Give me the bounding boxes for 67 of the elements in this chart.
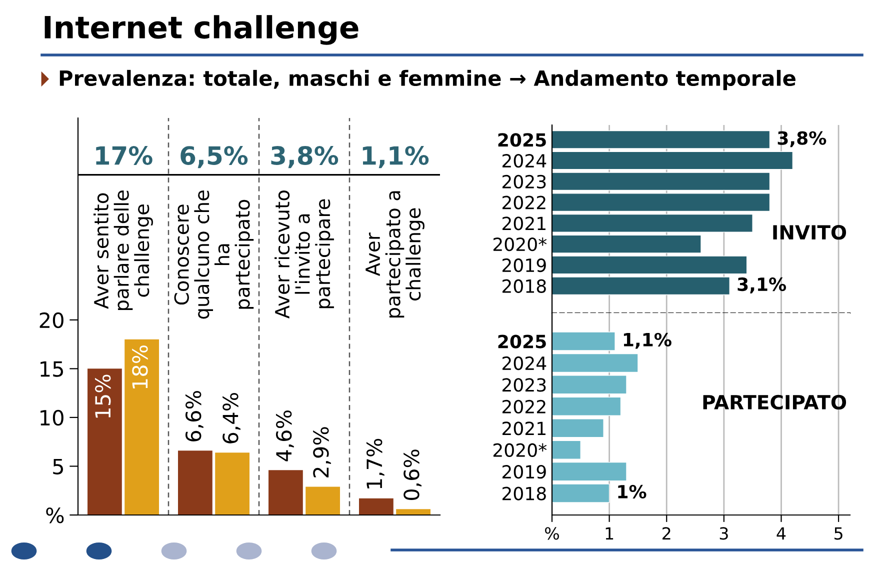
bar xyxy=(268,470,303,515)
bar xyxy=(396,509,430,515)
bar xyxy=(552,276,730,296)
x-tick-label: % xyxy=(545,527,559,540)
x-tick-label: Conoscere qualcuno che ha partecipato xyxy=(174,190,254,319)
bar xyxy=(306,486,340,515)
x-tick-label: Aver ricevuto l'invito a partecipare xyxy=(274,190,334,319)
data-label: 1,1% xyxy=(624,332,672,349)
y-tick-label: 2025 xyxy=(498,334,546,348)
y-tick-label: 2023 xyxy=(502,174,546,189)
bar xyxy=(552,214,753,232)
data-label: 2,9% xyxy=(313,427,331,478)
data-label: 3,1% xyxy=(738,277,786,294)
bar xyxy=(552,130,770,149)
bar xyxy=(88,368,122,515)
annotation: 17% xyxy=(96,146,152,165)
bar xyxy=(215,452,250,515)
x-tick-label: Aver partecipato a challenge xyxy=(366,191,424,318)
data-label: 6,6% xyxy=(185,391,204,442)
y-tick-label: 2022 xyxy=(502,196,546,210)
text: INVITO xyxy=(773,224,846,240)
bar xyxy=(552,234,702,254)
x-tick-label: 4 xyxy=(776,527,786,540)
y-tick-label: 2019 xyxy=(502,258,546,272)
data-label: 15% xyxy=(94,374,111,418)
x-tick-label: Aver sentito parlare delle challenge xyxy=(94,190,153,310)
data-label: 0,6% xyxy=(404,450,422,500)
y-tick-label: 5 xyxy=(53,458,63,474)
annotation: 6,5% xyxy=(180,146,248,168)
bar xyxy=(178,450,212,515)
bar xyxy=(552,256,748,274)
x-tick-label: 2 xyxy=(662,527,670,540)
y-tick-label: 2024 xyxy=(502,356,546,370)
y-tick-label: 2020* xyxy=(493,238,547,252)
chart-title: Internet challenge xyxy=(44,15,358,45)
y-tick-label: 2020* xyxy=(493,443,547,457)
y-tick-label: 2018 xyxy=(502,486,546,500)
annotation: 3,8% xyxy=(271,146,338,168)
y-tick-label: 15 xyxy=(40,361,63,377)
data-label: 3,8% xyxy=(778,131,826,148)
y-tick-label: 10 xyxy=(40,410,64,426)
y-tick-label: 2022 xyxy=(502,400,546,414)
chart-subtitle: Prevalenza: totale, maschi e femmine → Andamento temporale xyxy=(60,70,796,90)
y-tick-label: 2021 xyxy=(502,216,546,230)
bar xyxy=(552,172,770,191)
y-tick-label: 2023 xyxy=(502,378,546,392)
bar xyxy=(359,498,394,515)
data-label: 6,4% xyxy=(222,392,240,444)
text: PARTECIPATO xyxy=(703,394,846,410)
bar xyxy=(552,151,794,170)
x-tick-label: 3 xyxy=(720,527,728,540)
y-tick-label: 20 xyxy=(40,312,64,328)
x-tick-label: 1 xyxy=(606,527,614,540)
data-label: 1% xyxy=(618,484,646,499)
y-tick-label: 2018 xyxy=(502,279,546,293)
y-tick-label: 2024 xyxy=(502,154,546,168)
y-tick-label: 2019 xyxy=(502,465,546,479)
bar xyxy=(552,193,770,212)
data-label: 18% xyxy=(132,345,148,388)
bar xyxy=(124,339,159,515)
x-tick-label: 5 xyxy=(834,527,842,540)
y-tick-label: 2021 xyxy=(502,422,546,436)
annotation: 1,1% xyxy=(362,146,429,168)
data-label: 4,6% xyxy=(276,410,294,462)
y-tick-label: % xyxy=(46,507,64,524)
y-tick-label: 2025 xyxy=(498,133,546,147)
data-label: 1,7% xyxy=(366,438,384,488)
